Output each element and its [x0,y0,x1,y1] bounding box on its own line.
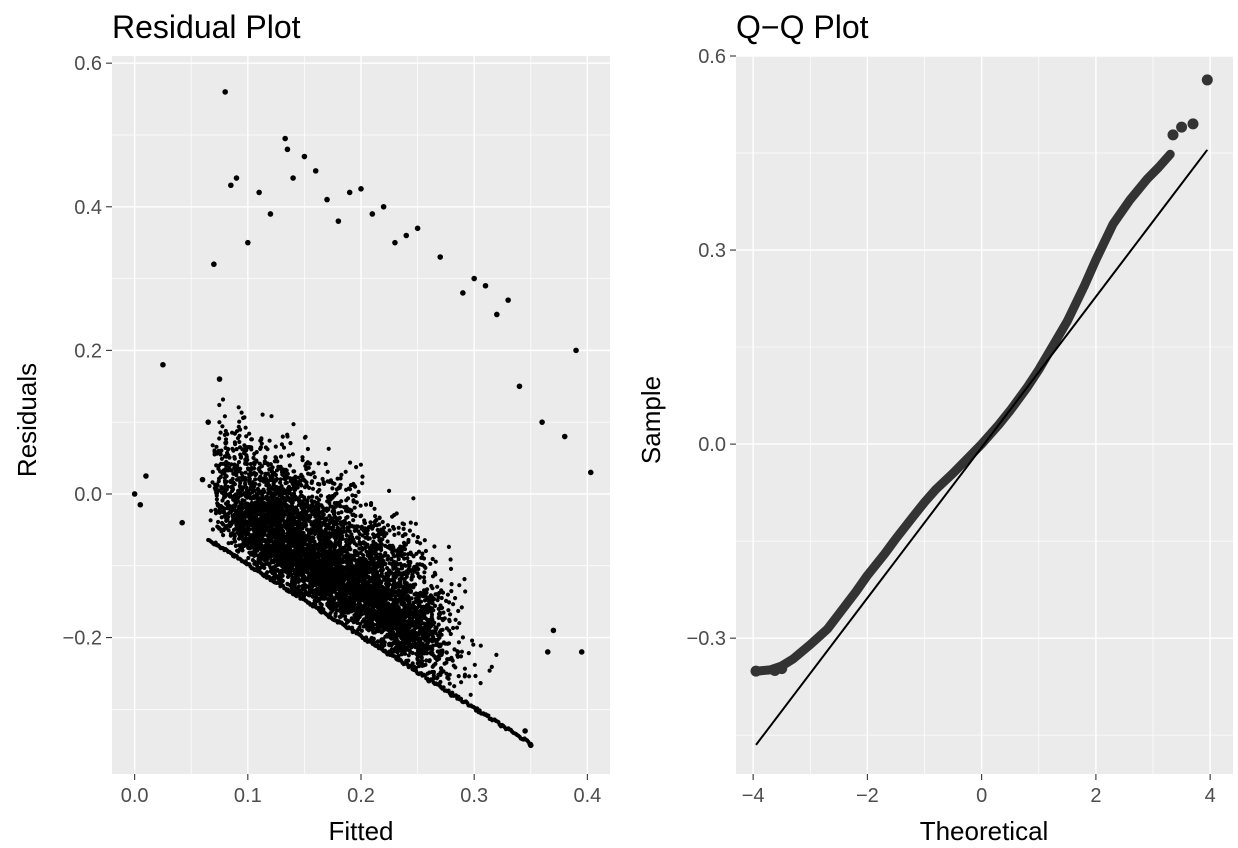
residual-cloud-points [206,397,533,747]
residual-point [179,519,185,526]
residual-point [301,153,308,160]
residual-plot-y-ticks: −0.2 0.0 0.2 0.4 0.6 [63,53,112,650]
residual-point [346,189,353,196]
residual-point [282,135,288,142]
residual-point [587,469,594,476]
x-tick-label: 0.2 [347,785,375,807]
residual-point [482,282,489,289]
qq-outlier-point [1201,74,1213,86]
x-tick-label: −2 [856,785,879,807]
residual-point [539,419,545,425]
residual-plot-x-ticks: 0.0 0.1 0.2 0.3 0.4 [121,774,601,807]
residual-point [131,491,138,497]
residual-point [222,89,228,95]
y-tick-label: 0.6 [698,46,726,68]
y-tick-label: −0.3 [687,628,726,650]
residual-point [228,182,234,189]
residual-point [358,186,364,192]
residual-point [437,254,444,260]
residual-point [522,728,528,734]
residual-point [414,225,421,232]
residual-point [505,297,511,303]
residual-point [471,275,477,282]
x-tick-label: 0.4 [573,785,601,807]
y-tick-label: 0.4 [74,197,102,219]
y-tick-label: −0.2 [63,628,102,650]
residual-point [544,649,551,655]
x-tick-label: 4 [1205,785,1216,807]
qq-plot-x-ticks: −4 −2 0 2 4 [742,774,1216,807]
y-tick-label: 0.2 [74,340,102,362]
residual-point [369,211,376,217]
residual-point [233,175,240,181]
x-tick-label: 0.0 [121,785,149,807]
qq-plot: Q−Q Plot −4 −2 0 2 4 −0.3 0.0 0.3 0.6 Theoretic… [636,9,1233,846]
residual-point [448,692,455,698]
residual-point [205,419,212,425]
qq-plot-sample-curve [751,149,1175,676]
residual-plot-y-axis-label: Residuals [12,363,42,477]
qq-plot-x-axis-label: Theoretical [920,816,1049,846]
qq-plot-y-ticks: −0.3 0.0 0.3 0.6 [687,46,736,650]
qq-reference-line [755,149,1209,746]
residual-point [267,211,274,217]
residual-point [324,196,330,203]
residual-plot-title: Residual Plot [112,9,301,45]
x-tick-label: 2 [1090,785,1101,807]
y-tick-label: 0.0 [74,484,102,506]
residual-point [527,742,534,749]
residual-point [245,239,251,246]
qq-outlier-point [1167,129,1179,141]
x-tick-label: −4 [742,785,765,807]
qq-plot-reference-line [755,149,1209,746]
residual-plot: Residual Plot 0.0 0.1 0.2 0.3 0.4 −0.2 0.0 0.2… [12,9,610,846]
residual-point [216,376,223,382]
qq-plot-title: Q−Q Plot [736,9,869,45]
qq-outlier-point [1187,118,1199,130]
residual-plot-points [131,89,594,749]
residual-point [211,261,217,268]
y-tick-label: 0.0 [698,434,726,456]
residual-point [143,473,149,479]
y-tick-label: 0.3 [698,240,726,262]
x-tick-label: 0.1 [234,785,262,807]
qq-point [776,663,788,675]
residual-plot-x-axis-label: Fitted [328,816,393,846]
residual-point [392,239,398,246]
residual-point [312,168,319,174]
y-tick-label: 0.6 [74,53,102,75]
residual-point [578,649,585,655]
residual-point [573,347,579,354]
qq-sample-points [751,149,1175,676]
residual-point [335,218,342,224]
residual-point [516,383,523,390]
residual-point [284,146,291,153]
qq-plot-y-axis-label: Sample [636,376,666,464]
residual-point [137,501,144,508]
qq-outlier-point [1176,121,1188,133]
residual-point [403,232,410,239]
residual-point [290,175,296,181]
residual-point [426,677,432,684]
residual-point [160,361,166,368]
residual-point [460,290,466,296]
residual-point [561,433,568,440]
residual-plot-point-cloud [206,397,533,747]
residual-point [550,627,557,634]
residual-point [199,476,206,483]
residual-point [494,311,500,318]
qq-plot-outlier-points [750,74,1213,677]
x-tick-label: 0 [976,785,987,807]
qq-point [750,665,762,677]
residual-point [256,189,262,196]
x-tick-label: 0.3 [460,785,488,807]
residual-point [380,203,387,210]
